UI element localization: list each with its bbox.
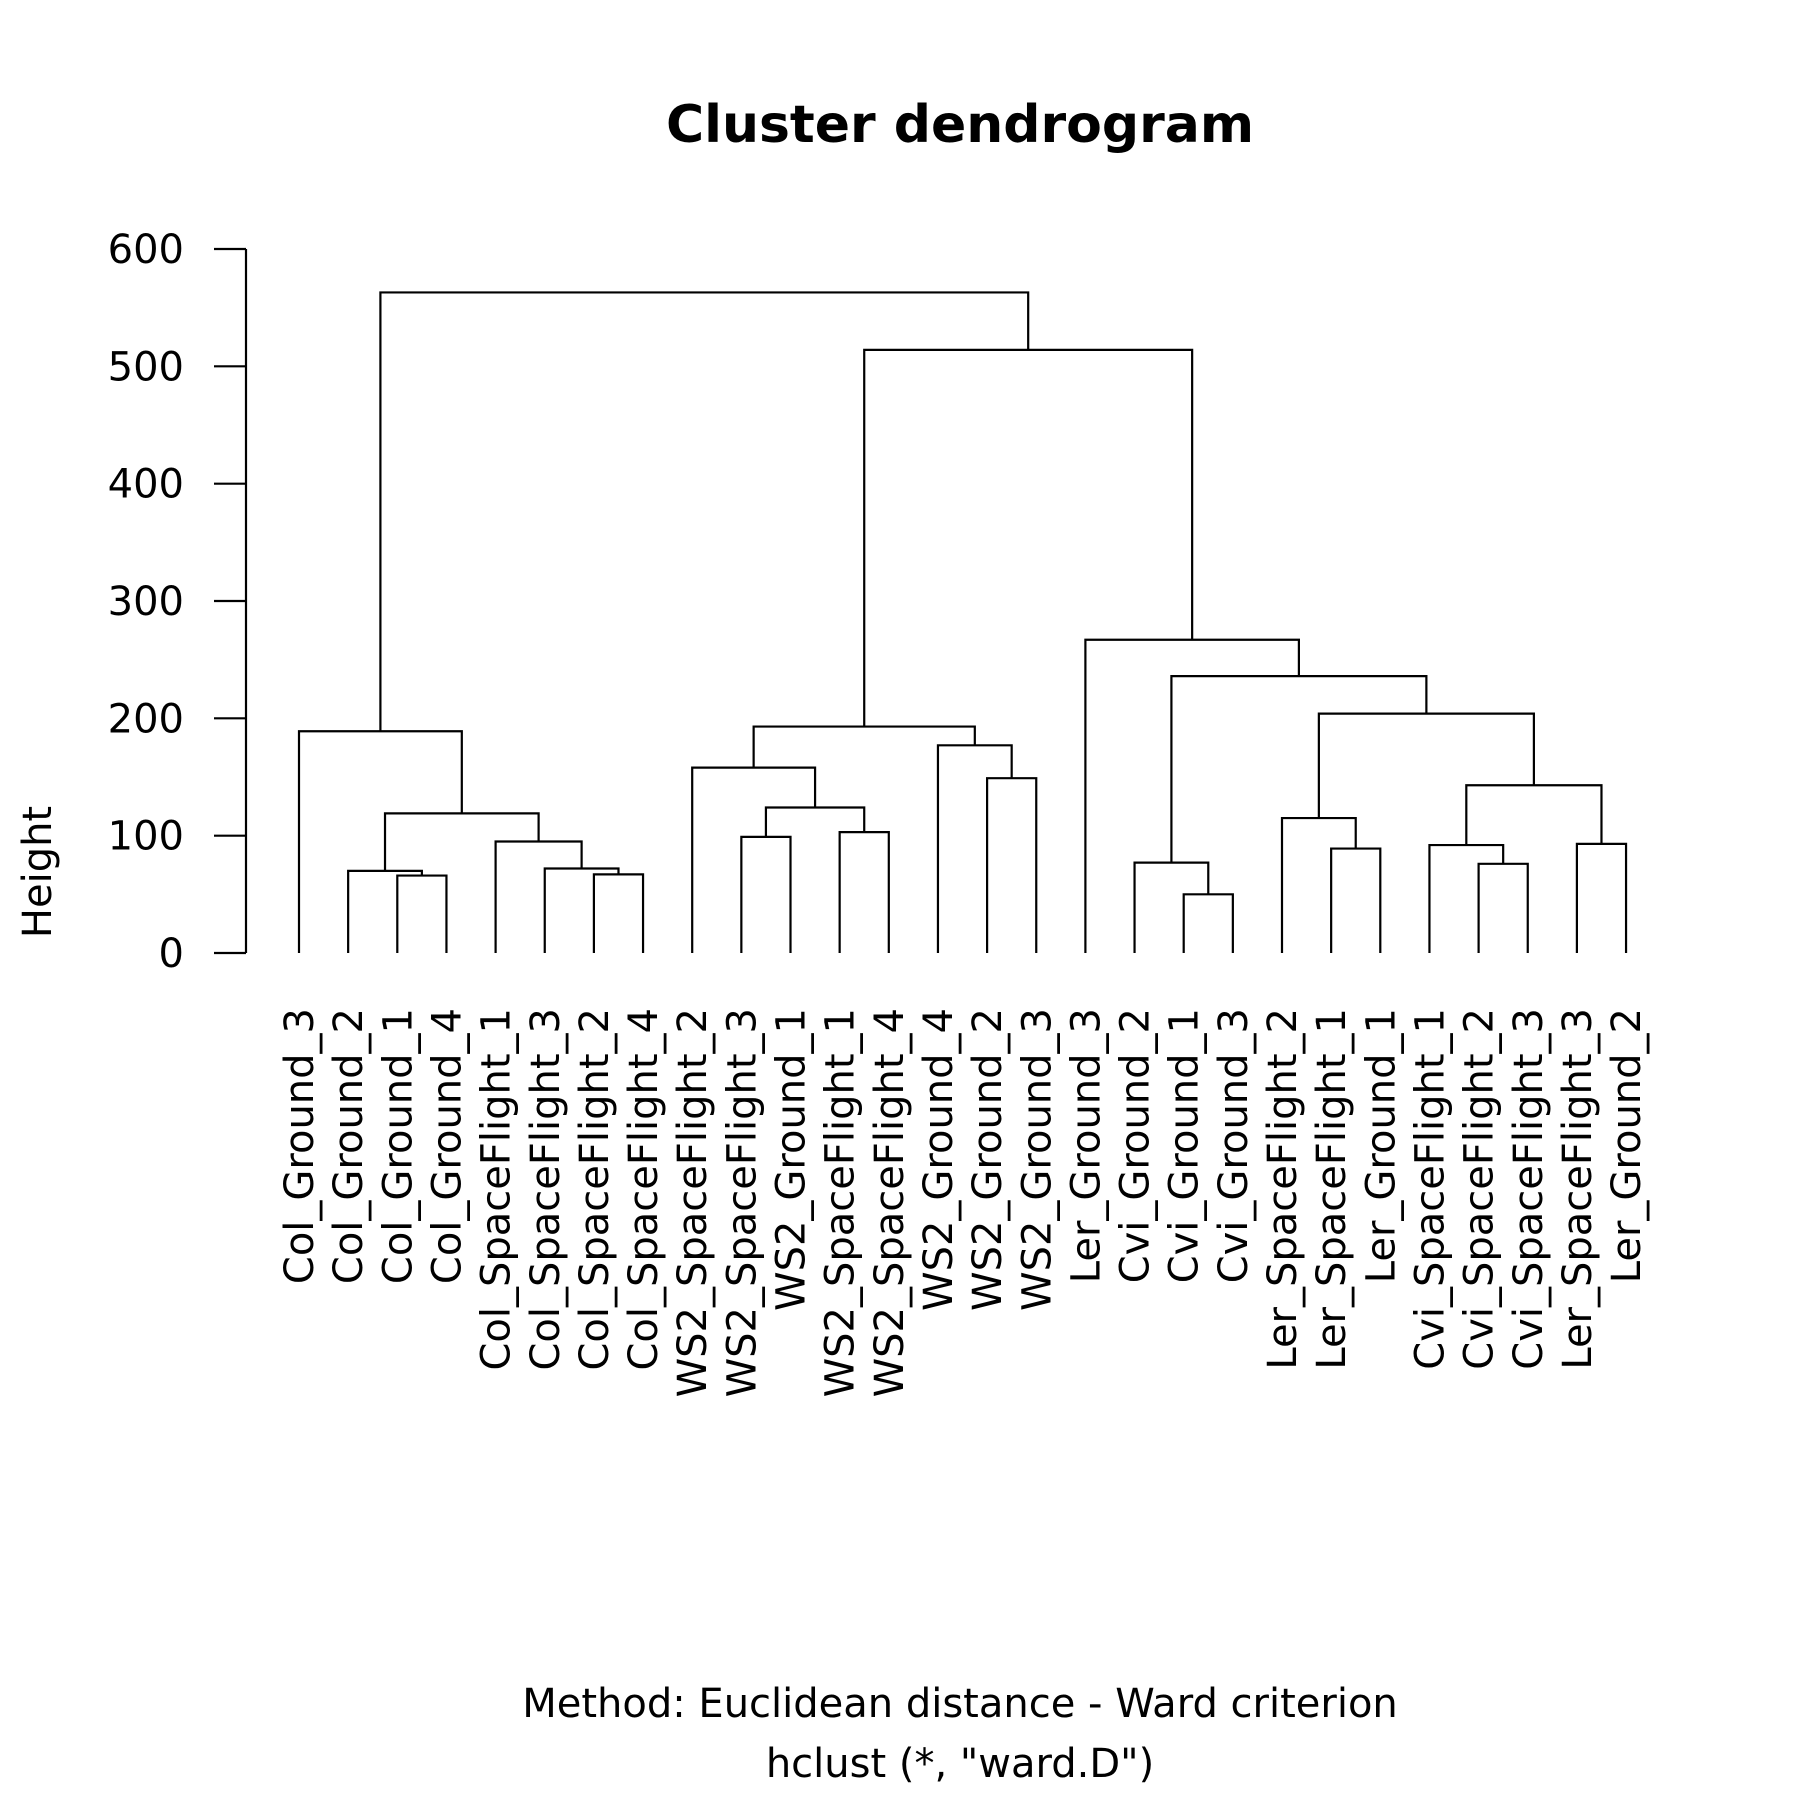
dendrogram-links	[297, 291, 1628, 953]
y-tick-label: 200	[108, 696, 184, 742]
dendrogram-link	[592, 873, 645, 953]
leaf-label: Cvi_SpaceFlight_1	[1407, 1008, 1453, 1370]
dendrogram-link	[543, 867, 620, 953]
dendrogram-link	[740, 835, 792, 953]
leaf-label: WS2_SpaceFlight_4	[867, 1008, 913, 1397]
leaf-label: WS2_SpaceFlight_2	[670, 1008, 716, 1397]
dendrogram-link	[936, 744, 1013, 953]
leaf-label: Col_Ground_3	[277, 1008, 323, 1284]
dendrogram-link	[1170, 674, 1428, 863]
leaf-label: Col_SpaceFlight_2	[572, 1008, 618, 1371]
dendrogram-link	[1465, 784, 1603, 846]
y-tick-label: 0	[159, 931, 184, 977]
dendrogram-link	[347, 869, 423, 953]
method-label: Method: Euclidean distance - Ward criter…	[522, 1681, 1398, 1727]
dendrogram-link	[986, 777, 1038, 953]
leaf-label: Cvi_Ground_2	[1113, 1008, 1159, 1283]
leaf-label: Col_SpaceFlight_1	[474, 1008, 520, 1371]
dendrogram-link	[1133, 861, 1210, 953]
leaf-label: Col_Ground_1	[375, 1008, 421, 1284]
y-tick-label: 300	[108, 579, 184, 625]
dendrogram-link	[691, 766, 817, 953]
leaf-label: Col_SpaceFlight_4	[621, 1008, 667, 1371]
leaf-labels: Col_Ground_3 Col_Ground_2 Col_Ground_1 Col_…	[277, 1008, 1650, 1397]
hclust-label: hclust (*, "ward.D")	[766, 1741, 1154, 1787]
dendrogram-link	[1330, 847, 1382, 953]
dendrogram-link	[1575, 842, 1628, 953]
leaf-label: WS2_SpaceFlight_1	[818, 1008, 864, 1397]
leaf-label: Col_SpaceFlight_3	[523, 1008, 569, 1371]
dendrogram-link	[1428, 843, 1505, 953]
leaf-label: Cvi_SpaceFlight_3	[1506, 1008, 1552, 1370]
dendrogram-link	[838, 831, 890, 953]
leaf-label: WS2_Ground_2	[965, 1008, 1011, 1311]
y-tick-label: 400	[108, 462, 184, 508]
dendrogram-link	[297, 730, 463, 953]
leaf-label: Ler_Ground_3	[1063, 1008, 1109, 1283]
y-tick-label: 600	[108, 227, 184, 273]
dendrogram-link	[752, 725, 976, 768]
dendrogram-link	[1182, 893, 1234, 953]
leaf-label: Ler_Ground_1	[1358, 1008, 1404, 1283]
dendrogram-link	[764, 806, 866, 837]
leaf-label: WS2_Ground_4	[916, 1008, 962, 1311]
dendrogram-link	[1317, 712, 1535, 819]
dendrogram-link	[1280, 816, 1357, 953]
leaf-label: Cvi_SpaceFlight_2	[1457, 1008, 1503, 1370]
dendrogram-link	[494, 840, 583, 953]
y-axis-label: Height	[15, 806, 61, 938]
leaf-label: Cvi_Ground_1	[1162, 1008, 1208, 1283]
y-tick-label: 500	[108, 344, 184, 390]
dendrogram-link	[379, 291, 1030, 732]
leaf-label: Col_Ground_4	[424, 1008, 470, 1284]
leaf-label: Cvi_Ground_3	[1211, 1008, 1257, 1283]
y-axis: 0 100 200 300 400 500 600	[108, 227, 248, 977]
leaf-label: Ler_SpaceFlight_1	[1309, 1008, 1355, 1370]
leaf-label: WS2_Ground_1	[769, 1008, 815, 1311]
leaf-label: WS2_Ground_3	[1014, 1008, 1060, 1311]
dendrogram-link	[396, 874, 448, 953]
dendrogram-link	[1084, 638, 1300, 953]
leaf-label: Ler_SpaceFlight_3	[1555, 1008, 1601, 1370]
leaf-label: Col_Ground_2	[326, 1008, 372, 1284]
chart-title: Cluster dendrogram	[666, 95, 1254, 155]
leaf-label: Ler_SpaceFlight_2	[1260, 1008, 1306, 1370]
y-tick-label: 100	[108, 814, 184, 860]
dendrogram-link	[863, 348, 1194, 727]
leaf-label: WS2_SpaceFlight_3	[719, 1008, 765, 1397]
leaf-label: Ler_Ground_2	[1604, 1008, 1650, 1283]
dendrogram-link	[1477, 862, 1529, 953]
